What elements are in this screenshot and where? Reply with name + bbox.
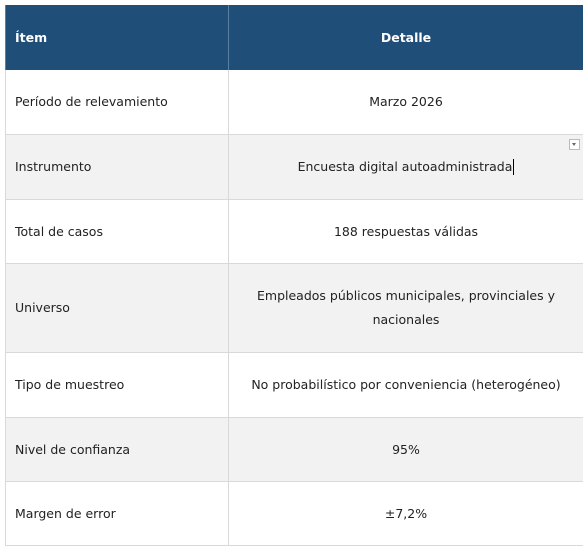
table-cell: Tipo de muestreo — [5, 353, 228, 417]
cell-text: Nivel de confianza — [15, 441, 131, 457]
header-cell: Detalle — [228, 5, 583, 70]
cell-text: Tipo de muestreo — [15, 377, 125, 392]
table-cell: Encuesta digital autoadministrada — [228, 135, 583, 199]
table-cell: Margen de error — [5, 482, 228, 545]
cell-text: ±7,2% — [384, 505, 428, 521]
table-cell: Empleados públicos municipales, provinci… — [228, 264, 583, 352]
table-cell: Período de relevamiento — [5, 70, 228, 134]
table-row: Margen de error ±7,2% — [5, 482, 583, 546]
table-row: Total de casos 188 respuestas válidas — [5, 200, 583, 264]
table-cell: Total de casos — [5, 200, 228, 263]
cell-text: Universo — [15, 300, 70, 315]
table-row: Período de relevamiento Marzo 2026 — [5, 70, 583, 135]
cell-text: Instrumento — [15, 159, 92, 174]
table-cell: Instrumento — [5, 135, 228, 199]
table-cell: Nivel de confianza — [5, 418, 228, 481]
table: Ítem Detalle Período de relevamiento Marzo … — [5, 5, 583, 546]
cell-text: 95% — [392, 441, 420, 457]
cell-text: Período de relevamiento — [15, 94, 168, 109]
table-cell: Universo — [5, 264, 228, 352]
cell-text: 188 respuestas válidas — [333, 223, 479, 239]
cell-text: Ítem — [15, 29, 48, 45]
cell-text: Margen de error — [15, 505, 116, 521]
table-cell: ±7,2% — [228, 482, 583, 545]
table-row: Universo Empleados públicos municipales, … — [5, 264, 583, 353]
table-row: Nivel de confianza 95% — [5, 418, 583, 482]
header-cell: Ítem — [5, 5, 228, 70]
table-row: Instrumento Encuesta digital autoadminist… — [5, 135, 583, 200]
text-cursor — [513, 159, 515, 175]
table-cell: 95% — [228, 418, 583, 481]
cell-text: No probabilístico por conveniencia (hete… — [251, 377, 561, 392]
table-cell: No probabilístico por conveniencia (hete… — [228, 353, 583, 417]
table-row: Tipo de muestreo No probabilístico por co… — [5, 353, 583, 418]
cell-text: Encuesta digital autoadministrada — [297, 159, 513, 174]
table-cell: Marzo 2026 — [228, 70, 583, 134]
cell-text: Total de casos — [15, 223, 103, 239]
dropdown-button[interactable] — [569, 139, 580, 150]
cell-text: Empleados públicos municipales, provinci… — [257, 288, 555, 327]
cell-text: Marzo 2026 — [369, 94, 443, 109]
header-row: Ítem Detalle — [5, 5, 583, 70]
table-cell: 188 respuestas válidas — [228, 200, 583, 263]
cell-text: Detalle — [380, 29, 432, 45]
